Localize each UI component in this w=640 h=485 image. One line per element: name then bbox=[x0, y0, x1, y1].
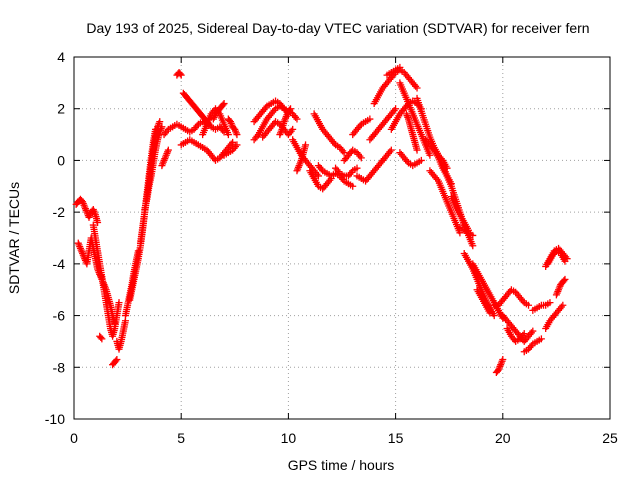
data-point bbox=[561, 257, 569, 265]
data-point bbox=[349, 182, 357, 190]
data-point bbox=[413, 84, 421, 92]
y-tick-label: -8 bbox=[53, 359, 66, 375]
data-point bbox=[417, 156, 425, 164]
data-point bbox=[289, 125, 297, 133]
data-point bbox=[220, 100, 228, 108]
data-point bbox=[396, 63, 404, 71]
y-tick-label: 4 bbox=[57, 49, 65, 65]
data-point bbox=[525, 301, 533, 309]
data-point bbox=[164, 146, 172, 154]
data-point bbox=[97, 334, 105, 342]
data-point bbox=[94, 218, 102, 226]
data-point bbox=[560, 277, 568, 285]
data-point bbox=[490, 312, 498, 320]
data-point bbox=[499, 356, 507, 364]
x-tick-label: 25 bbox=[602, 430, 618, 446]
data-point bbox=[302, 141, 310, 149]
x-axis-label: GPS time / hours bbox=[288, 457, 395, 473]
x-tick-label: 20 bbox=[495, 430, 511, 446]
y-tick-label: -4 bbox=[53, 256, 66, 272]
axis-ticks: 0 5 10 15 20 25 -10 -8 -6 -4 -2 0 2 4 bbox=[45, 49, 618, 446]
data-point bbox=[219, 101, 227, 109]
y-tick-label: 0 bbox=[57, 152, 65, 168]
y-tick-label: -6 bbox=[53, 308, 66, 324]
data-point bbox=[469, 242, 477, 250]
data-point bbox=[177, 71, 185, 79]
data-point bbox=[413, 146, 421, 154]
y-axis-label: SDTVAR / TECUs bbox=[6, 182, 22, 294]
data-point bbox=[469, 231, 477, 239]
data-point bbox=[229, 138, 237, 146]
data-point bbox=[561, 275, 569, 283]
x-tick-label: 0 bbox=[70, 430, 78, 446]
data-point bbox=[156, 118, 164, 126]
data-point bbox=[520, 330, 528, 338]
data-point bbox=[529, 327, 537, 335]
data-point bbox=[98, 335, 106, 343]
data-point bbox=[486, 309, 494, 317]
data-point bbox=[158, 123, 166, 131]
plot-frame bbox=[73, 56, 611, 420]
data-point bbox=[233, 141, 241, 149]
x-tick-label: 15 bbox=[388, 430, 404, 446]
data-point bbox=[546, 299, 554, 307]
x-tick-label: 5 bbox=[177, 430, 185, 446]
data-point bbox=[537, 335, 545, 343]
y-tick-label: 2 bbox=[57, 101, 65, 117]
data-point bbox=[111, 319, 119, 327]
data-point bbox=[559, 301, 567, 309]
data-point bbox=[115, 299, 123, 307]
y-tick-label: -10 bbox=[45, 411, 65, 427]
data-points bbox=[72, 63, 571, 376]
chart-title: Day 193 of 2025, Sidereal Day-to-day VTE… bbox=[86, 20, 589, 36]
data-point bbox=[285, 106, 293, 114]
data-point bbox=[112, 357, 120, 365]
data-point bbox=[392, 105, 400, 113]
data-point bbox=[340, 149, 348, 157]
data-point bbox=[293, 115, 301, 123]
data-point bbox=[353, 164, 361, 172]
data-point bbox=[224, 131, 232, 139]
x-tick-label: 10 bbox=[281, 430, 297, 446]
data-point bbox=[387, 146, 395, 154]
y-tick-label: -2 bbox=[53, 204, 66, 220]
data-point bbox=[233, 131, 241, 139]
data-point bbox=[357, 154, 365, 162]
data-point bbox=[287, 105, 295, 113]
data-point bbox=[366, 115, 374, 123]
data-point bbox=[176, 70, 184, 78]
data-point bbox=[426, 151, 434, 159]
data-point bbox=[113, 356, 121, 364]
